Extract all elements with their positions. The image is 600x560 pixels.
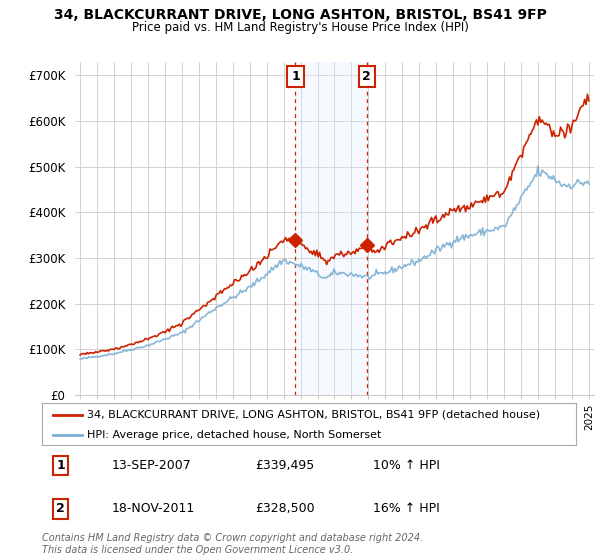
Text: £339,495: £339,495 [256,459,315,473]
Text: 13-SEP-2007: 13-SEP-2007 [112,459,191,473]
Text: 16% ↑ HPI: 16% ↑ HPI [373,502,440,515]
Text: 34, BLACKCURRANT DRIVE, LONG ASHTON, BRISTOL, BS41 9FP: 34, BLACKCURRANT DRIVE, LONG ASHTON, BRI… [53,8,547,22]
Text: 2: 2 [362,70,371,83]
Bar [295,62,367,395]
Text: 1: 1 [291,70,300,83]
Text: £328,500: £328,500 [256,502,315,515]
Text: Price paid vs. HM Land Registry's House Price Index (HPI): Price paid vs. HM Land Registry's House … [131,21,469,34]
Text: 34, BLACKCURRANT DRIVE, LONG ASHTON, BRISTOL, BS41 9FP (detached house): 34, BLACKCURRANT DRIVE, LONG ASHTON, BRI… [88,410,541,420]
Text: 2: 2 [56,502,65,515]
Text: 10% ↑ HPI: 10% ↑ HPI [373,459,440,473]
Text: HPI: Average price, detached house, North Somerset: HPI: Average price, detached house, Nort… [88,430,382,440]
Text: 18-NOV-2011: 18-NOV-2011 [112,502,194,515]
Text: Contains HM Land Registry data © Crown copyright and database right 2024.
This d: Contains HM Land Registry data © Crown c… [42,533,423,555]
Text: 1: 1 [56,459,65,473]
